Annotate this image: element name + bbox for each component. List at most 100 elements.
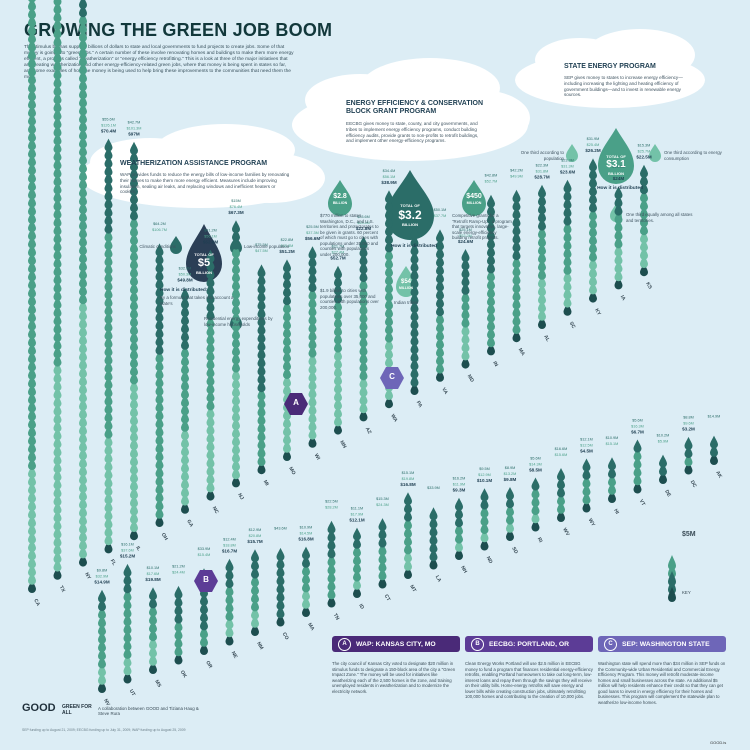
drop-mark <box>79 512 87 526</box>
value-label: $11.1M <box>351 506 363 510</box>
drop-mark <box>659 454 667 468</box>
value-label: $3.2M <box>682 427 695 432</box>
drop-mark <box>79 45 87 59</box>
drop-mark <box>155 489 164 503</box>
drop-mark <box>614 251 623 265</box>
eecbg-amount-left: $2.8 <box>333 193 347 200</box>
drop-mark <box>155 366 164 380</box>
drop-mark <box>200 601 208 614</box>
drop-mark <box>28 30 36 44</box>
drop-mark <box>181 394 189 408</box>
drop-mark <box>53 148 62 162</box>
drop-mark <box>251 614 259 628</box>
drop-mark <box>225 599 234 613</box>
drop-mark <box>149 603 157 617</box>
drop-mark <box>684 436 693 450</box>
drop-mark <box>308 418 317 432</box>
drop-mark <box>155 440 164 454</box>
drop-mark <box>79 315 87 329</box>
drop-mark <box>582 458 591 472</box>
drop-mark <box>53 66 62 80</box>
drop-mark <box>123 604 132 618</box>
drop-mark <box>53 255 62 269</box>
drop-mark <box>200 617 208 631</box>
drop-mark <box>28 268 36 282</box>
drop-mark <box>232 400 240 414</box>
drop-mark <box>614 210 623 224</box>
cloud-wap <box>80 124 325 208</box>
value-label: $17.6M <box>147 572 160 576</box>
drop-mark <box>123 654 132 668</box>
drop-mark <box>633 455 642 469</box>
panel-c-header: C SEP: WASHINGTON STATE <box>598 636 726 652</box>
drop-mark <box>385 305 393 318</box>
state-column-ok <box>174 585 183 665</box>
drop-mark <box>512 271 521 285</box>
drop-mark <box>308 426 317 440</box>
drop-mark <box>327 537 336 551</box>
drop-mark <box>283 259 291 273</box>
drop-mark <box>461 355 470 369</box>
drop-mark <box>461 347 470 361</box>
value-label: $42.7M <box>128 121 141 125</box>
drop-mark <box>28 0 36 3</box>
drop-mark <box>130 158 138 172</box>
drop-mark <box>251 598 259 612</box>
drop-mark <box>53 0 62 6</box>
state-column-de <box>659 454 667 484</box>
value-label: $15.1M <box>606 442 619 446</box>
drop-mark <box>181 287 189 301</box>
drop-mark <box>130 404 138 418</box>
drop-mark <box>104 245 113 259</box>
drop-mark <box>461 273 470 287</box>
drop-mark <box>53 304 62 318</box>
drop-mark <box>557 476 565 490</box>
drop-mark <box>563 229 572 242</box>
drop-mark <box>487 293 495 307</box>
panel-a-text: The city council of Kansas City voted to… <box>332 661 456 694</box>
drop-mark <box>506 503 514 517</box>
drop-mark <box>79 414 87 428</box>
state-column-in <box>487 194 495 356</box>
value-label: $4.5M <box>580 448 593 453</box>
drop-mark <box>200 625 208 639</box>
drop-mark <box>461 298 470 312</box>
drop-mark <box>283 325 291 338</box>
drop-mark <box>104 409 113 423</box>
drop-mark <box>28 366 36 380</box>
drop-mark <box>79 348 87 362</box>
drop-mark <box>28 120 36 134</box>
drop-mark <box>410 357 419 371</box>
drop-mark <box>257 362 266 376</box>
drop-mark <box>28 112 36 126</box>
drop-mark <box>410 291 419 305</box>
drop-mark <box>487 211 495 225</box>
drop-mark <box>53 279 62 293</box>
drop-mark <box>410 300 419 313</box>
state-label: TX <box>58 585 67 594</box>
value-label: $23.6M <box>560 170 575 175</box>
eecbg-title: ENERGY EFFICIENCY & CONSERVATION BLOCK G… <box>346 100 484 115</box>
drop-mark <box>283 300 291 314</box>
value-label: $23.6M <box>357 215 370 219</box>
drop-mark <box>174 651 183 665</box>
drop-mark <box>225 566 234 580</box>
drop-mark <box>53 493 62 506</box>
drop-mark <box>410 349 419 363</box>
drop-mark <box>28 186 36 200</box>
drop-mark <box>506 495 514 509</box>
value-label: $42.2M <box>510 169 523 173</box>
drop-mark <box>53 361 62 375</box>
drop-mark <box>251 623 259 636</box>
drop-mark <box>251 565 259 579</box>
drop-mark <box>538 225 546 239</box>
drop-mark <box>79 201 87 214</box>
drop-mark <box>308 402 317 415</box>
drop-mark <box>640 214 648 227</box>
drop-mark <box>28 342 36 356</box>
drop-mark <box>104 286 113 300</box>
drop-mark <box>181 402 189 416</box>
drop-mark <box>589 158 597 172</box>
drop-mark <box>79 266 87 280</box>
drop-mark <box>684 461 693 475</box>
